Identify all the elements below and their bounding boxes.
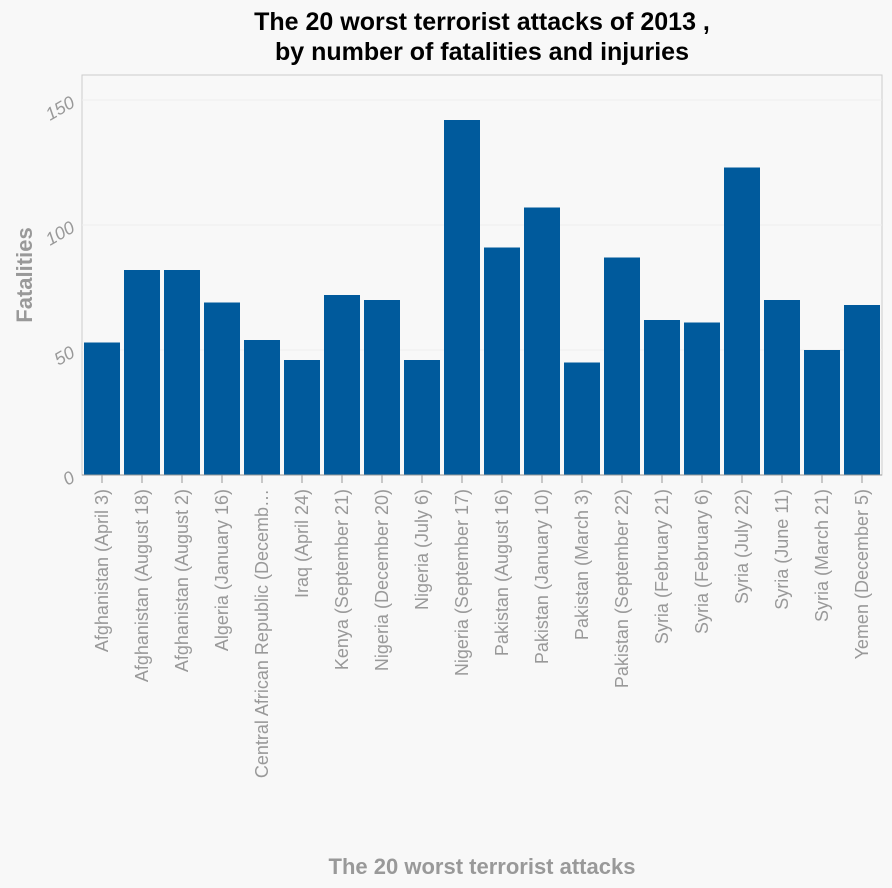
chart-title-line-2: by number of fatalities and injuries xyxy=(275,38,689,66)
y-tick-label: 50 xyxy=(51,342,78,369)
plot-area-border xyxy=(81,74,883,476)
y-tick-label: 150 xyxy=(42,92,78,124)
bar xyxy=(164,270,200,475)
x-tick-label: Syria (June 11) xyxy=(772,489,792,610)
x-tick-label: Nigeria (September 17) xyxy=(452,489,472,676)
bar xyxy=(244,340,280,475)
x-tick-label: Syria (March 21) xyxy=(812,489,832,622)
bar xyxy=(124,270,160,475)
x-tick-label: Afghanistan (August 18) xyxy=(132,489,152,682)
bar xyxy=(724,167,760,475)
x-tick-label: Iraq (April 24) xyxy=(292,489,312,598)
x-tick-label: Nigeria (December 20) xyxy=(372,489,392,671)
bar xyxy=(284,360,320,475)
x-tick-label: Pakistan (January 10) xyxy=(532,489,552,664)
x-tick-label: Pakistan (March 3) xyxy=(572,489,592,640)
bar xyxy=(484,247,520,475)
x-tick-label: Afghanistan (April 3) xyxy=(92,489,112,652)
bar xyxy=(564,362,600,475)
y-tick-label: 100 xyxy=(42,217,78,249)
x-tick-label: Kenya (September 21) xyxy=(332,489,352,670)
x-tick-label: Central African Republic (Decemb… xyxy=(252,489,272,778)
x-axis-title: The 20 worst terrorist attacks xyxy=(329,854,636,879)
bar xyxy=(684,322,720,475)
bars xyxy=(84,120,880,475)
bar xyxy=(844,305,880,475)
x-tick-label: Syria (February 6) xyxy=(692,489,712,634)
bar xyxy=(604,257,640,475)
y-axis-title: Fatalities xyxy=(12,227,37,322)
y-axis-ticks: 0 50 100 150 xyxy=(42,92,78,489)
bar xyxy=(644,320,680,475)
bar xyxy=(324,295,360,475)
gridlines xyxy=(82,99,882,351)
chart-title-line-1: The 20 worst terrorist attacks of 2013 , xyxy=(254,8,710,36)
bar xyxy=(524,207,560,475)
bar xyxy=(364,300,400,475)
x-tick-label: Syria (February 21) xyxy=(652,489,672,644)
y-tick-label: 0 xyxy=(59,467,78,489)
x-tick-label: Pakistan (August 16) xyxy=(492,489,512,656)
x-tick-label: Afghanistan (August 2) xyxy=(172,489,192,672)
bar xyxy=(804,350,840,475)
bar xyxy=(444,120,480,475)
bar xyxy=(204,302,240,475)
x-tick-label: Nigeria (July 6) xyxy=(412,489,432,610)
x-axis-ticks: Afghanistan (April 3) Afghanistan (August… xyxy=(82,474,882,778)
bar xyxy=(764,300,800,475)
bar xyxy=(84,342,120,475)
x-tick-label: Algeria (January 16) xyxy=(212,489,232,651)
x-tick-label: Yemen (December 5) xyxy=(852,489,872,659)
x-tick-label: Pakistan (September 22) xyxy=(612,489,632,688)
x-tick-label: Syria (July 22) xyxy=(732,489,752,604)
bar xyxy=(404,360,440,475)
